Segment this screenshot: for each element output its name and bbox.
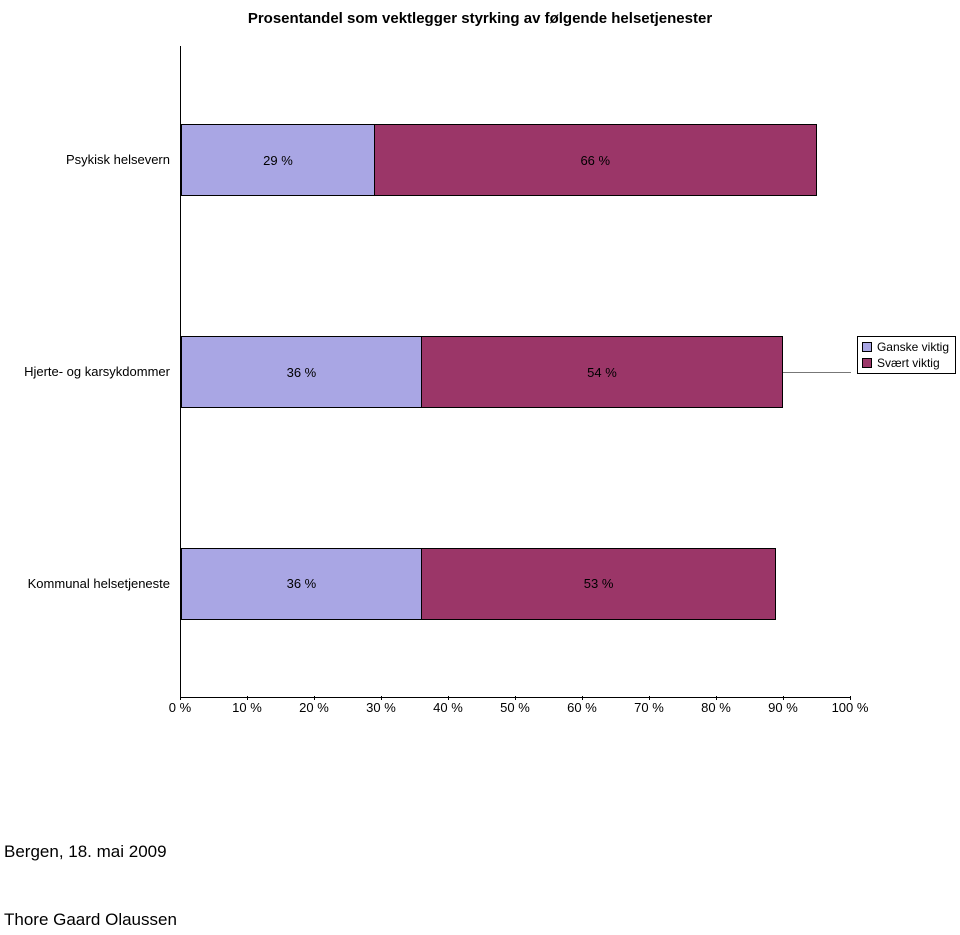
x-tick-label: 100 % bbox=[832, 700, 869, 715]
bar-segment-svaert: 66 % bbox=[375, 124, 817, 196]
x-tick-label: 80 % bbox=[701, 700, 731, 715]
x-tick-label: 20 % bbox=[299, 700, 329, 715]
legend: Ganske viktig Svært viktig bbox=[857, 336, 956, 374]
legend-swatch-svaert bbox=[862, 358, 872, 368]
legend-label: Ganske viktig bbox=[877, 339, 949, 355]
x-tick-label: 70 % bbox=[634, 700, 664, 715]
x-tick-label: 0 % bbox=[169, 700, 191, 715]
bar-segment-svaert: 54 % bbox=[422, 336, 783, 408]
bar-row: 36 % 53 % bbox=[181, 548, 850, 620]
chart-title: Prosentandel som vektlegger styrking av … bbox=[0, 0, 960, 27]
category-label: Psykisk helsevern bbox=[0, 152, 170, 167]
bar-segment-ganske: 36 % bbox=[181, 336, 422, 408]
bar-segment-svaert: 53 % bbox=[422, 548, 777, 620]
bar-segment-ganske: 29 % bbox=[181, 124, 375, 196]
x-tick-label: 10 % bbox=[232, 700, 262, 715]
x-axis-ticks: 0 %10 %20 %30 %40 %50 %60 %70 %80 %90 %1… bbox=[180, 700, 850, 720]
plot-area: 29 % 66 % 36 % 54 % 36 % 53 % bbox=[180, 46, 850, 698]
category-label: Hjerte- og karsykdommer bbox=[0, 364, 170, 379]
footer-location-date: Bergen, 18. mai 2009 bbox=[4, 842, 167, 862]
legend-item: Ganske viktig bbox=[862, 339, 949, 355]
footer-author: Thore Gaard Olaussen bbox=[4, 910, 177, 930]
x-tick-label: 40 % bbox=[433, 700, 463, 715]
x-tick-label: 50 % bbox=[500, 700, 530, 715]
x-tick-label: 90 % bbox=[768, 700, 798, 715]
x-tick-label: 30 % bbox=[366, 700, 396, 715]
legend-label: Svært viktig bbox=[877, 355, 940, 371]
category-label: Kommunal helsetjeneste bbox=[0, 576, 170, 591]
chart: Prosentandel som vektlegger styrking av … bbox=[0, 0, 960, 760]
bar-row: 36 % 54 % bbox=[181, 336, 850, 408]
bar-segment-ganske: 36 % bbox=[181, 548, 422, 620]
legend-swatch-ganske bbox=[862, 342, 872, 352]
legend-item: Svært viktig bbox=[862, 355, 949, 371]
x-tick-label: 60 % bbox=[567, 700, 597, 715]
bar-row: 29 % 66 % bbox=[181, 124, 850, 196]
